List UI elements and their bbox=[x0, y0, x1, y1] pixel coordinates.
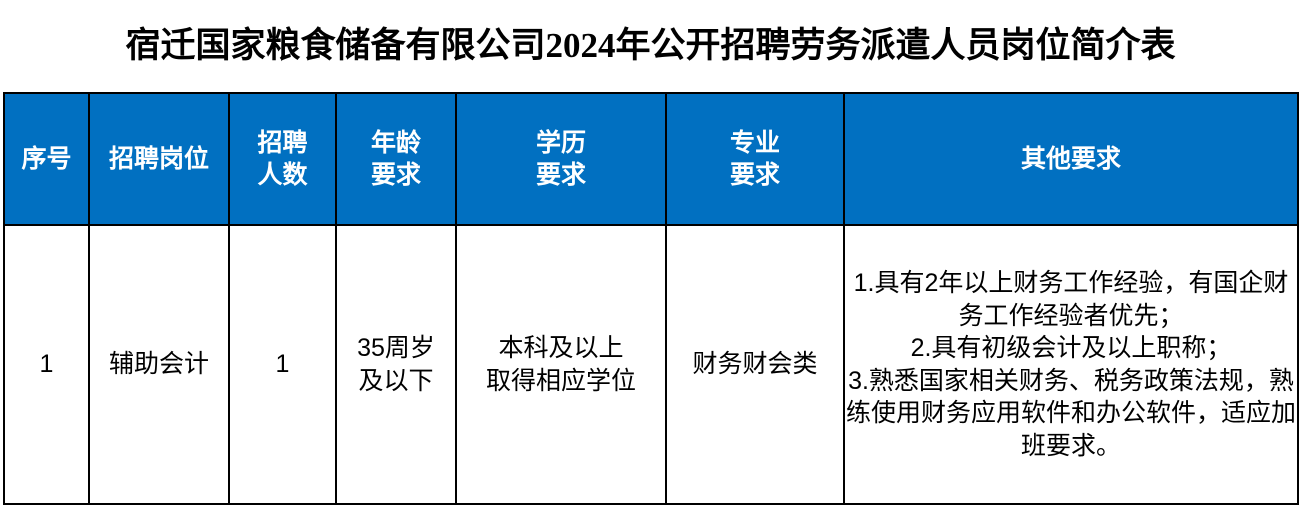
column-header-major: 专业 要求 bbox=[665, 92, 845, 226]
column-header-education-line-2: 要求 bbox=[535, 161, 586, 189]
column-header-post-line-1: 招聘岗位 bbox=[108, 145, 209, 173]
cell-other-requirements: 1.具有2年以上财务工作经验，有国企财务工作经验者优先； 2.具有初级会计及以上… bbox=[843, 224, 1299, 505]
requirement-item-2: 2.具有初级会计及以上职称； bbox=[910, 334, 1232, 362]
column-header-major-line-1: 专业 bbox=[729, 129, 780, 157]
table-header-row: 序号 招聘岗位 招聘 人数 年龄 要求 学历 要求 bbox=[3, 92, 1299, 226]
column-header-no: 序号 bbox=[3, 92, 90, 226]
cell-age-line-2: 及以下 bbox=[358, 366, 434, 395]
cell-education: 本科及以上 取得相应学位 bbox=[455, 224, 667, 505]
cell-count: 1 bbox=[228, 224, 337, 505]
cell-age-line-1: 35周岁 bbox=[357, 334, 435, 362]
cell-post: 辅助会计 bbox=[88, 224, 230, 505]
cell-no: 1 bbox=[3, 224, 90, 505]
requirement-item-1: 1.具有2年以上财务工作经验，有国企财务工作经验者优先； bbox=[853, 269, 1289, 330]
column-header-other-requirements-line-1: 其他要求 bbox=[1020, 145, 1121, 173]
title-band: 宿迁国家粮食储备有限公司2024年公开招聘劳务派遣人员岗位简介表 bbox=[0, 0, 1301, 92]
column-header-other-requirements: 其他要求 bbox=[843, 92, 1299, 226]
job-table-container: 序号 招聘岗位 招聘 人数 年龄 要求 学历 要求 bbox=[3, 92, 1299, 505]
column-header-count-line-1: 招聘 bbox=[257, 129, 308, 157]
column-header-post: 招聘岗位 bbox=[88, 92, 230, 226]
column-header-age: 年龄 要求 bbox=[335, 92, 457, 226]
cell-education-line-2: 取得相应学位 bbox=[485, 366, 636, 395]
column-header-major-line-2: 要求 bbox=[729, 161, 780, 189]
column-header-education-line-1: 学历 bbox=[535, 129, 586, 157]
table-header: 序号 招聘岗位 招聘 人数 年龄 要求 学历 要求 bbox=[3, 92, 1299, 226]
job-listing-table: 序号 招聘岗位 招聘 人数 年龄 要求 学历 要求 bbox=[3, 92, 1299, 505]
column-header-age-line-1: 年龄 bbox=[370, 129, 421, 157]
column-header-age-line-2: 要求 bbox=[370, 161, 421, 189]
column-header-no-line-1: 序号 bbox=[21, 145, 72, 173]
requirement-item-3: 3.熟悉国家相关财务、税务政策法规，熟练使用财务应用软件和办公软件，适应加班要求… bbox=[845, 366, 1296, 460]
cell-major: 财务财会类 bbox=[665, 224, 845, 505]
column-header-count-line-2: 人数 bbox=[257, 161, 308, 189]
column-header-education: 学历 要求 bbox=[455, 92, 667, 226]
page-title: 宿迁国家粮食储备有限公司2024年公开招聘劳务派遣人员岗位简介表 bbox=[125, 26, 1176, 65]
table-row: 1 辅助会计 1 35周岁 及以下 本科及以上 取得相应学位 财务财会类 1.具… bbox=[3, 224, 1299, 505]
cell-age: 35周岁 及以下 bbox=[335, 224, 457, 505]
cell-education-line-1: 本科及以上 bbox=[498, 334, 624, 362]
column-header-count: 招聘 人数 bbox=[228, 92, 337, 226]
table-body: 1 辅助会计 1 35周岁 及以下 本科及以上 取得相应学位 财务财会类 1.具… bbox=[3, 224, 1299, 505]
